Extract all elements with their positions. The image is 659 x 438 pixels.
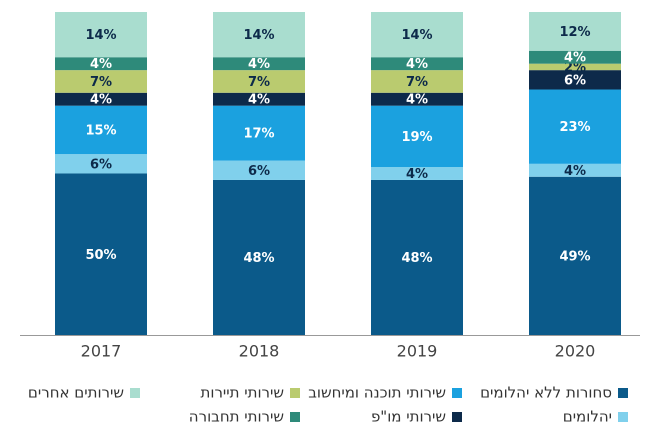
value-label: 4% (406, 167, 428, 182)
bar-segment (529, 63, 621, 71)
bar-segment (529, 89, 621, 164)
value-label: 7% (90, 75, 112, 90)
bar-segment (55, 173, 147, 335)
bar-segment (213, 179, 305, 335)
x-tick-label: 2020 (555, 342, 596, 361)
x-tick-label: 2019 (397, 342, 438, 361)
legend-label: שירותי תיירות (201, 384, 285, 402)
value-label: 19% (401, 130, 432, 145)
bar-segment (213, 70, 305, 93)
bar-segment (529, 163, 621, 177)
value-label: 48% (401, 251, 432, 266)
legend-label: יהלומים (563, 408, 612, 426)
value-label: 49% (559, 249, 590, 264)
bar-segment (55, 57, 147, 71)
value-label: 4% (248, 93, 270, 108)
value-label: 14% (243, 28, 274, 43)
value-label: 6% (564, 73, 586, 88)
value-label: 17% (243, 127, 274, 142)
x-tick-label: 2017 (81, 342, 122, 361)
bar-segment (213, 160, 305, 180)
bar-segment (529, 176, 621, 335)
value-label: 12% (559, 25, 590, 40)
value-label: 6% (90, 157, 112, 172)
bar-segment (55, 92, 147, 106)
value-label: 4% (564, 51, 586, 66)
value-label: 14% (85, 28, 116, 43)
value-label: 7% (248, 75, 270, 90)
legend-swatch (290, 388, 300, 398)
value-label: 50% (85, 248, 116, 263)
legend-label: שירותי תחבורה (189, 408, 284, 426)
value-label: 7% (406, 75, 428, 90)
legend-swatch (130, 388, 140, 398)
bar-segment (213, 12, 305, 58)
x-tick-label: 2018 (239, 342, 280, 361)
legend-swatch (290, 412, 300, 422)
bar-segment (213, 92, 305, 106)
value-label: 6% (248, 164, 270, 179)
legend-label: שירותי תוכנה ומיחשוב (308, 384, 446, 402)
bar-segment (371, 92, 463, 106)
bar-segment (371, 12, 463, 58)
bar-segment (371, 70, 463, 93)
value-label: 48% (243, 251, 274, 266)
legend-swatch (618, 412, 628, 422)
value-label: 23% (559, 120, 590, 135)
value-label: 14% (401, 28, 432, 43)
legend-swatch (618, 388, 628, 398)
bar-segment (213, 57, 305, 71)
bar-segment (55, 154, 147, 174)
legend-swatch (452, 412, 462, 422)
bar-segment (55, 105, 147, 155)
value-label: 4% (248, 57, 270, 72)
legend-swatch (452, 388, 462, 398)
value-label: 4% (406, 57, 428, 72)
legend-label: שירותי מו"פ (371, 408, 446, 426)
legend-label: שירותים אחרים (28, 384, 124, 402)
bar-segment (371, 179, 463, 335)
value-label: 4% (90, 93, 112, 108)
bar-segment (371, 105, 463, 168)
bar-segment (213, 105, 305, 161)
value-label: 15% (85, 123, 116, 138)
value-label: 2% (564, 60, 586, 75)
bar-segment (371, 167, 463, 180)
value-label: 4% (406, 93, 428, 108)
bar-segment (55, 70, 147, 93)
bar-segment (529, 50, 621, 64)
bar-segment (529, 70, 621, 90)
bar-segment (55, 12, 147, 58)
value-label: 4% (90, 57, 112, 72)
value-label: 4% (564, 164, 586, 179)
bar-segment (371, 57, 463, 71)
bar-segment (529, 12, 621, 51)
legend-label: סחורות ללא יהלומים (480, 384, 612, 402)
